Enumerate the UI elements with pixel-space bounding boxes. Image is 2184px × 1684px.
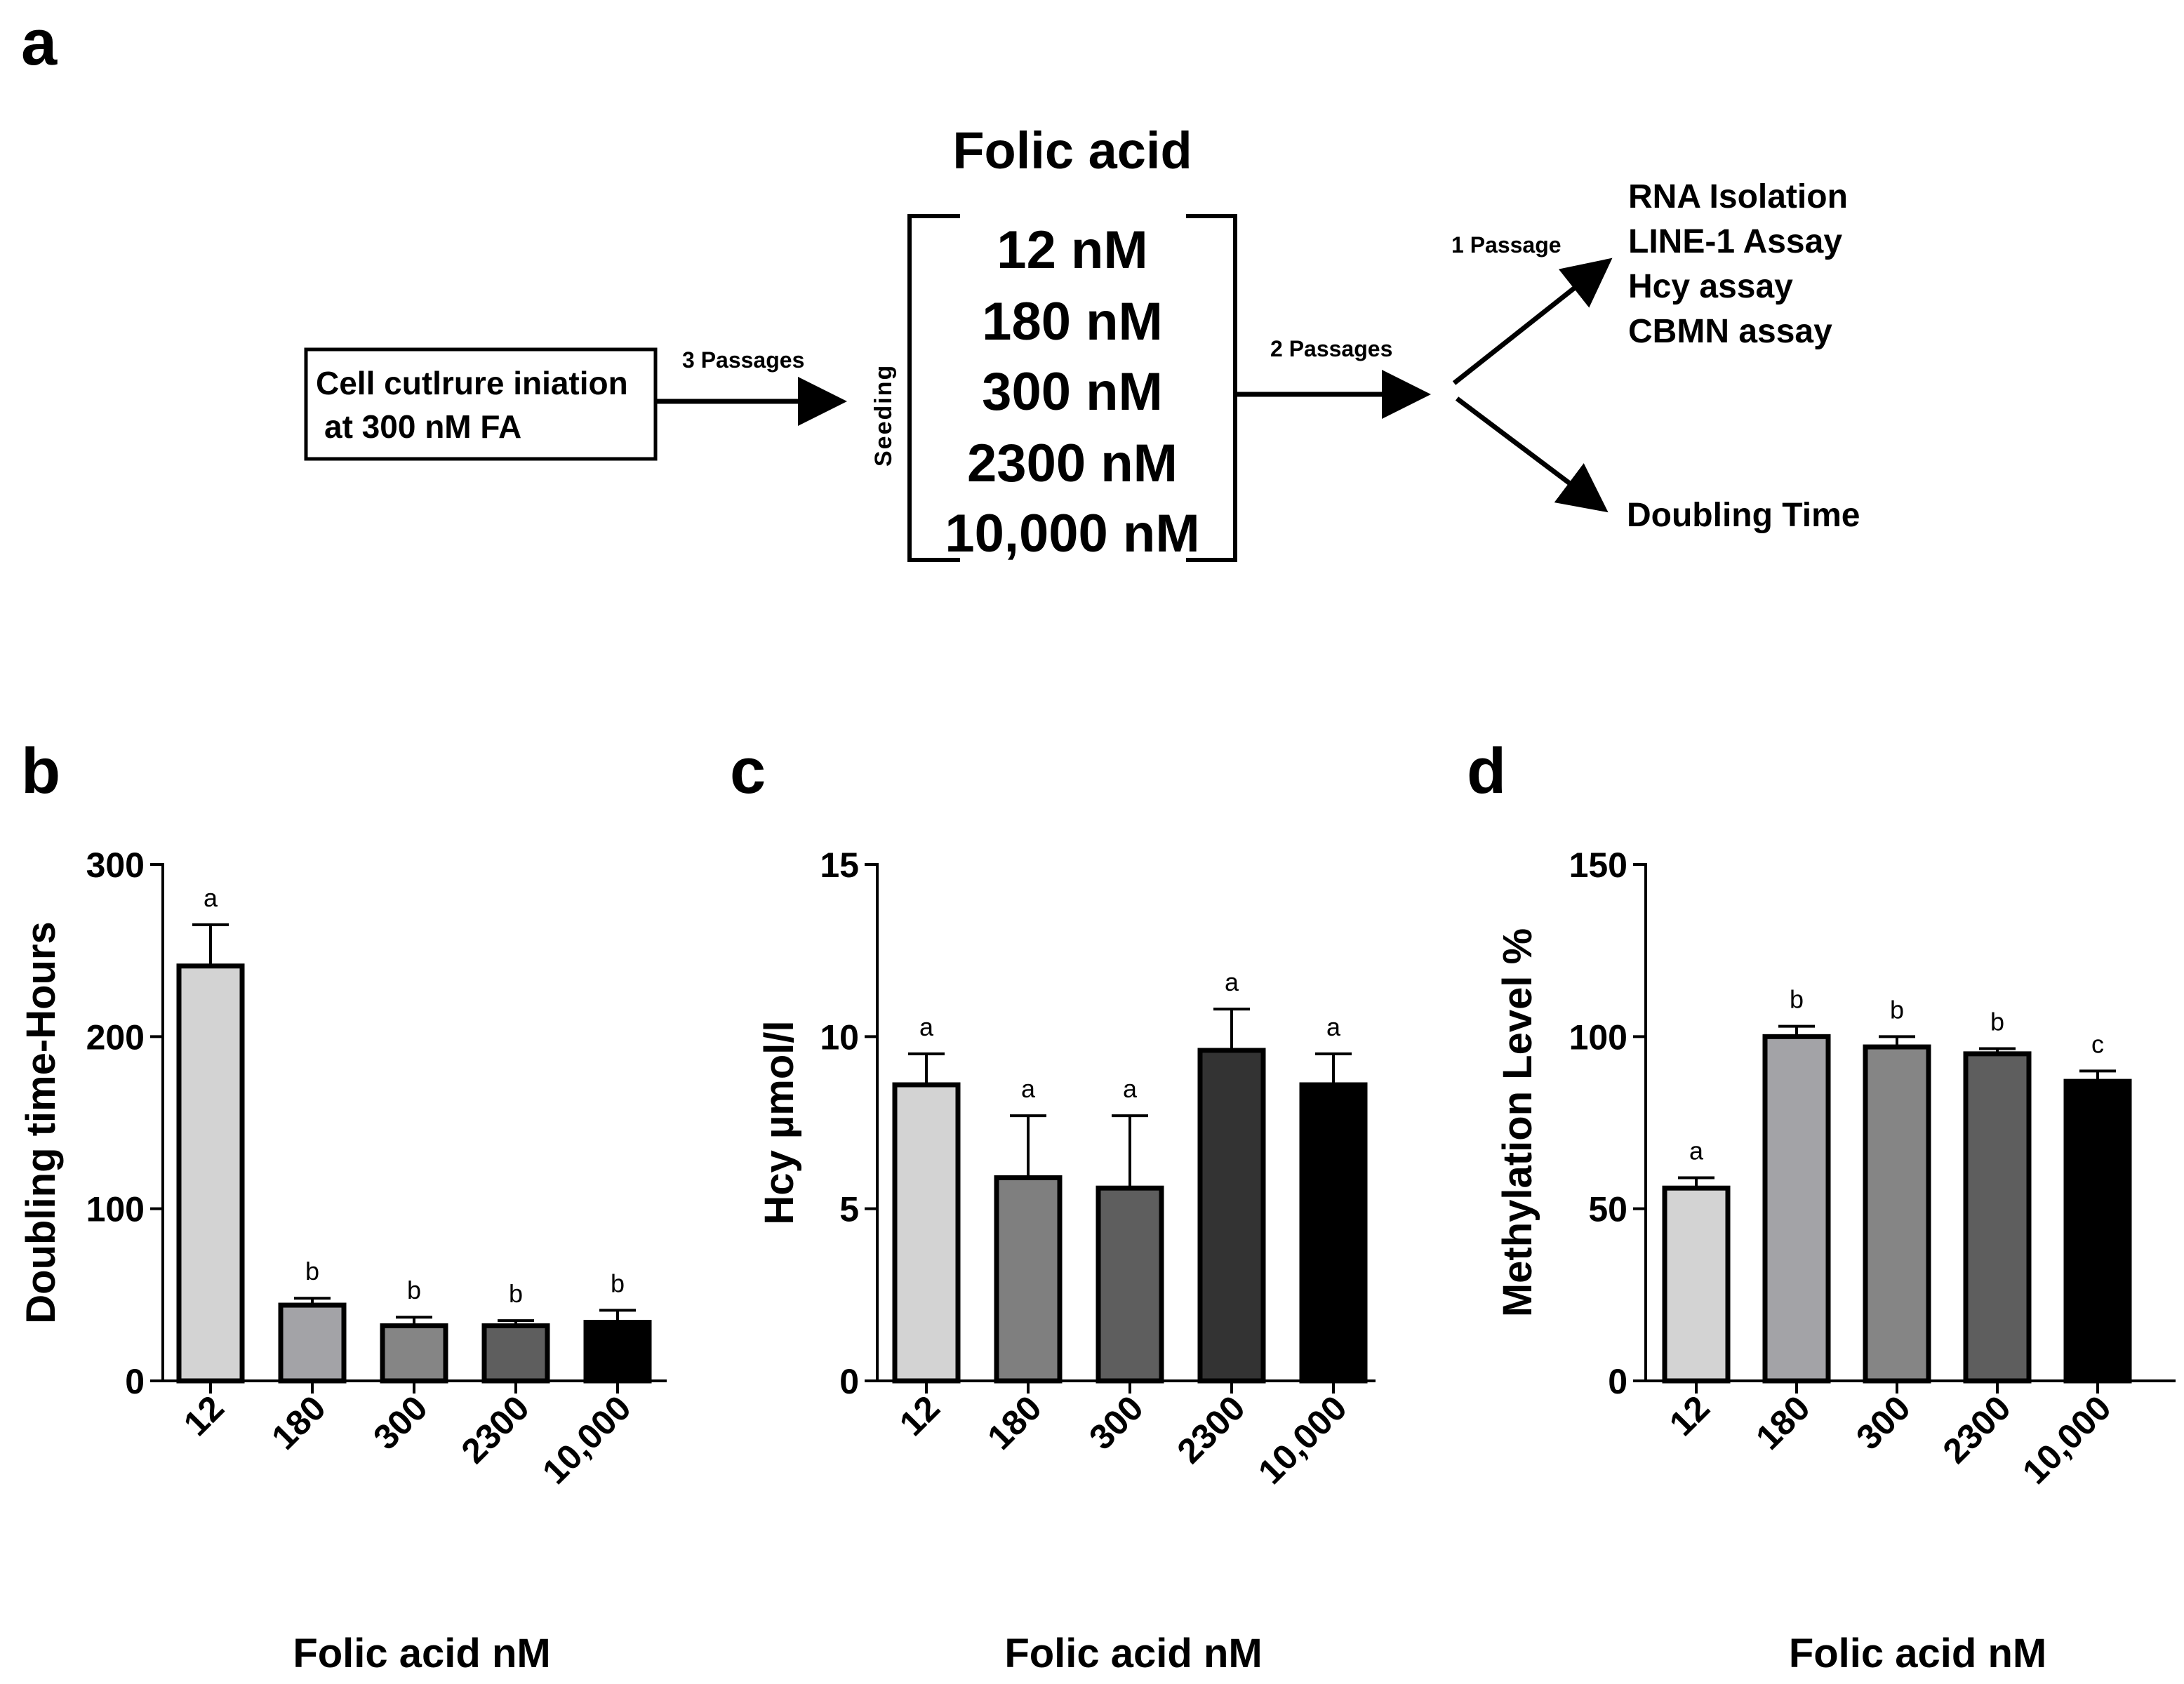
y-tick-label: 100 [1569, 1017, 1627, 1057]
output-cbmn-assay: CBMN assay [1628, 313, 1832, 350]
x-tick-label: 300 [1081, 1388, 1151, 1457]
bar [481, 1323, 550, 1384]
bar [380, 1323, 448, 1384]
y-tick-label: 200 [86, 1017, 145, 1057]
bar [278, 1302, 347, 1384]
bar [1863, 1044, 1931, 1384]
chart-hcy: 0 5 10 15 a 12 a 180 a 300 a 2300 a 10,000 Folic acid … [757, 846, 1376, 1676]
x-axis-title: Folic acid nM [293, 1631, 550, 1676]
y-tick-label: 50 [1588, 1190, 1627, 1229]
x-tick-label: 2300 [1936, 1388, 2018, 1471]
x-tick-label: 180 [1748, 1388, 1818, 1457]
x-tick-label: 300 [1849, 1388, 1918, 1457]
significance-label: b [407, 1276, 421, 1304]
bar [1662, 1185, 1731, 1384]
concentration-10000: 10,000 nM [945, 504, 1199, 563]
y-axis-title: Doubling time-Hours [18, 921, 64, 1324]
significance-label: b [509, 1279, 523, 1308]
significance-label: b [305, 1257, 319, 1285]
significance-label: a [919, 1013, 934, 1041]
y-tick-label: 300 [86, 846, 145, 885]
arrow1-label: 3 Passages [682, 347, 804, 373]
significance-label: b [1990, 1008, 2004, 1036]
bracket-left [907, 214, 960, 562]
bar [892, 1082, 961, 1384]
x-axis-title: Folic acid nM [1004, 1631, 1262, 1676]
output-line1-assay: LINE-1 Assay [1628, 223, 1842, 260]
x-tick-label: 10,000 [1251, 1388, 1354, 1492]
bar [1096, 1185, 1164, 1384]
significance-label: a [1689, 1137, 1704, 1165]
significance-label: a [1326, 1013, 1341, 1041]
bar [2063, 1078, 2132, 1384]
y-tick-label: 0 [1608, 1362, 1627, 1401]
start-box-line1: Cell cutlrure iniation [316, 365, 628, 401]
x-tick-label: 12 [176, 1388, 232, 1443]
x-tick-label: 10,000 [2015, 1388, 2119, 1492]
significance-label: a [204, 883, 218, 912]
x-tick-label: 12 [1662, 1388, 1717, 1443]
y-tick-label: 10 [820, 1017, 859, 1057]
panel-label-b: b [21, 735, 60, 807]
chart-methylation: 0 50 100 150 a 12 b 180 b 300 b 2300 c 10,000 Folic ac… [1495, 846, 2176, 1676]
bar [1197, 1048, 1266, 1384]
bar [1299, 1082, 1368, 1384]
x-tick-label: 180 [980, 1388, 1049, 1457]
concentration-300: 300 nM [982, 362, 1163, 422]
y-tick-label: 150 [1569, 846, 1627, 885]
concentration-180: 180 nM [982, 292, 1163, 352]
y-tick-label: 0 [125, 1362, 145, 1401]
bar [1963, 1051, 2032, 1384]
x-tick-label: 12 [892, 1388, 947, 1443]
bracket-title: Folic acid [952, 121, 1192, 180]
panel-label-c: c [730, 735, 766, 807]
arrow3-label: 1 Passage [1451, 232, 1562, 258]
arrow-upper-branch [1452, 258, 1613, 385]
y-tick-label: 15 [820, 846, 859, 885]
x-tick-label: 10,000 [535, 1388, 639, 1492]
panel-label-a: a [21, 7, 58, 79]
bracket-right [1186, 214, 1237, 562]
output-doubling-time: Doubling Time [1627, 497, 1860, 534]
panel-label-d: d [1467, 735, 1506, 807]
significance-label: b [1890, 995, 1904, 1024]
bar [1762, 1034, 1831, 1384]
x-axis-title: Folic acid nM [1789, 1631, 2046, 1676]
significance-label: a [1225, 968, 1239, 996]
significance-label: c [2091, 1029, 2104, 1058]
x-tick-label: 2300 [454, 1388, 537, 1471]
x-tick-label: 300 [366, 1388, 435, 1457]
x-tick-label: 2300 [1170, 1388, 1253, 1471]
arrow2-label: 2 Passages [1270, 336, 1392, 361]
x-tick-label: 180 [264, 1388, 333, 1457]
significance-label: b [1790, 985, 1804, 1014]
output-rna-isolation: RNA Isolation [1628, 178, 1848, 215]
output-hcy-assay: Hcy assay [1628, 268, 1793, 305]
y-axis-title: Methylation Level % [1495, 928, 1540, 1317]
y-axis-title: Hcy µmol/l [757, 1020, 802, 1224]
y-tick-label: 0 [839, 1362, 859, 1401]
arrow-lower-branch [1455, 396, 1609, 513]
bar [583, 1320, 652, 1384]
start-box-line2: at 300 nM FA [324, 408, 521, 445]
schematic: Cell cutlrure iniation at 300 nM FA 3 Pa… [304, 121, 1860, 563]
start-box [304, 347, 658, 461]
y-tick-label: 5 [839, 1190, 859, 1229]
significance-label: a [1021, 1074, 1036, 1103]
y-tick-label: 100 [86, 1190, 145, 1229]
significance-label: b [611, 1269, 625, 1297]
seeding-label: Seeding [870, 364, 897, 467]
concentration-2300: 2300 nM [967, 434, 1178, 493]
bar [176, 963, 245, 1384]
chart-doubling-time: 0 100 200 300 a 12 b 180 b 300 b 2300 b 10,000 Folic a… [18, 846, 667, 1676]
concentration-12: 12 nM [997, 220, 1147, 280]
significance-label: a [1123, 1074, 1138, 1103]
bar [994, 1175, 1063, 1384]
